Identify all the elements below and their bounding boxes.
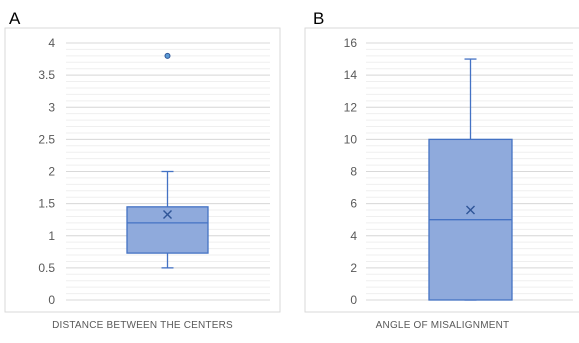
chart-a: 0 0.5 1 1.5 2 2.5 3 3.5 4 DISTANCE BETWEEN THE CE…: [4, 9, 281, 331]
mean-marker: [466, 205, 475, 215]
y-tick-label: 16: [344, 36, 358, 50]
y-tick-label: 1.5: [38, 197, 55, 211]
y-tick-label: 2.5: [38, 132, 55, 146]
mean-marker-stroke: [466, 205, 475, 215]
mean-marker-stroke: [163, 210, 172, 220]
y-tick-label: 3.5: [38, 68, 55, 82]
chart-frame: [304, 27, 579, 313]
y-tick-label: 1: [48, 229, 55, 243]
y-tick-label: 4: [350, 229, 357, 243]
y-tick-label: 12: [344, 100, 358, 114]
y-tick-label: 3: [48, 100, 55, 114]
mean-marker: [163, 210, 172, 220]
y-tick-label: 0: [350, 293, 357, 307]
x-axis-label: DISTANCE BETWEEN THE CENTERS: [52, 320, 233, 331]
panel-label: A: [9, 9, 21, 28]
y-tick-label: 8: [350, 165, 357, 179]
y-tick-label: 6: [350, 197, 357, 211]
panel-label: B: [313, 9, 324, 28]
chart-b: 0 2 4 6 8 10 12 14 16 ANGLE OF MISALIGNMENT B: [304, 9, 579, 331]
y-tick-label: 4: [48, 36, 55, 50]
outlier-point: [164, 52, 171, 59]
y-tick-label: 2: [350, 261, 357, 275]
y-tick-label: 0.5: [38, 261, 55, 275]
x-axis-label: ANGLE OF MISALIGNMENT: [376, 320, 510, 331]
y-tick-label: 0: [48, 293, 55, 307]
y-tick-label: 14: [344, 68, 358, 82]
y-tick-label: 10: [344, 132, 358, 146]
chart-frame: [4, 27, 281, 313]
y-tick-label: 2: [48, 165, 55, 179]
